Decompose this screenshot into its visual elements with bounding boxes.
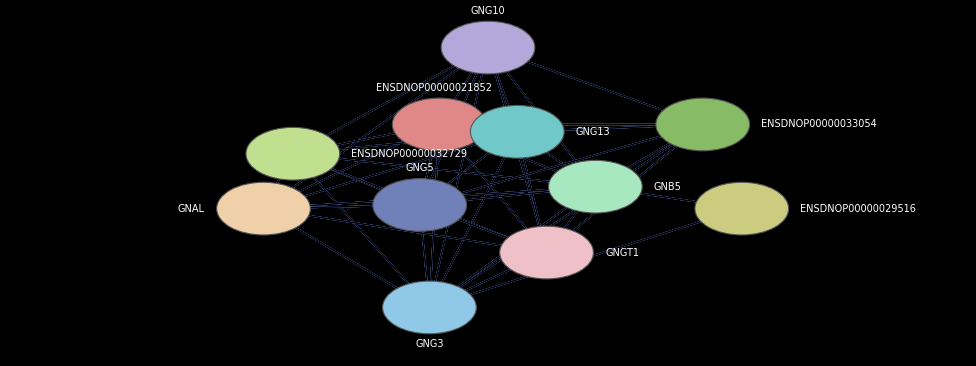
Text: ENSDNOP00000032729: ENSDNOP00000032729	[351, 149, 468, 159]
Text: GNG13: GNG13	[576, 127, 610, 137]
Text: ENSDNOP00000021852: ENSDNOP00000021852	[377, 83, 492, 93]
Text: GNG3: GNG3	[415, 339, 444, 349]
Ellipse shape	[695, 182, 789, 235]
Ellipse shape	[373, 179, 467, 231]
Ellipse shape	[217, 182, 310, 235]
Text: ENSDNOP00000033054: ENSDNOP00000033054	[761, 119, 877, 130]
Ellipse shape	[392, 98, 486, 151]
Text: GNGT1: GNGT1	[605, 247, 639, 258]
Text: GNG10: GNG10	[470, 6, 506, 16]
Ellipse shape	[656, 98, 750, 151]
Ellipse shape	[549, 160, 642, 213]
Ellipse shape	[246, 127, 340, 180]
Text: GNG5: GNG5	[405, 163, 434, 173]
Ellipse shape	[441, 21, 535, 74]
Text: GNAL: GNAL	[178, 203, 205, 214]
Ellipse shape	[470, 105, 564, 158]
Ellipse shape	[500, 226, 593, 279]
Ellipse shape	[383, 281, 476, 334]
Text: ENSDNOP00000029516: ENSDNOP00000029516	[800, 203, 916, 214]
Text: GNB5: GNB5	[654, 182, 682, 192]
